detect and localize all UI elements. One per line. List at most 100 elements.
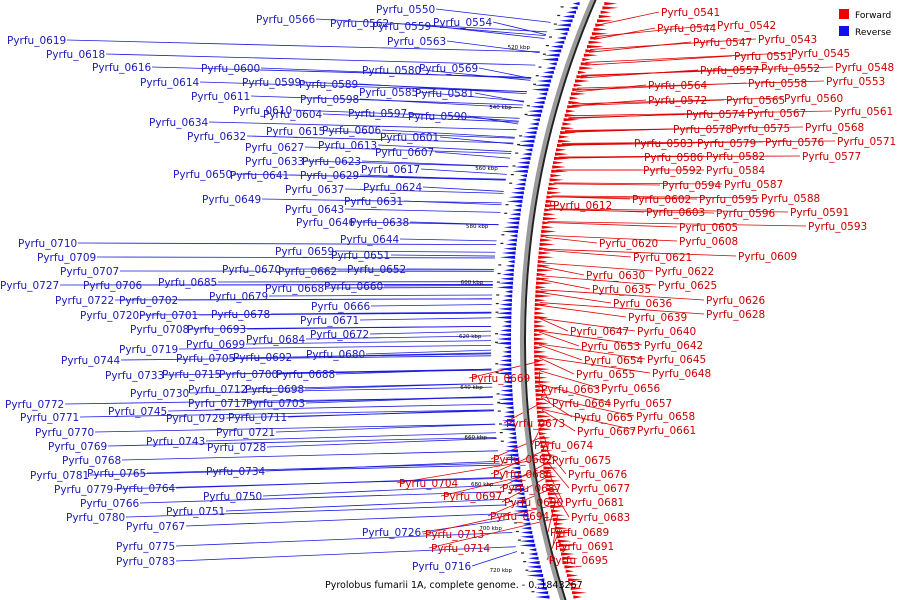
reverse-gene-label[interactable]: Pyrfu_0781 — [30, 470, 89, 482]
reverse-gene-label[interactable]: Pyrfu_0710 — [18, 238, 77, 250]
reverse-gene-label[interactable]: Pyrfu_0604 — [263, 109, 323, 121]
reverse-gene-label[interactable]: Pyrfu_0771 — [20, 412, 79, 424]
reverse-gene-label[interactable]: Pyrfu_0631 — [344, 196, 403, 208]
forward-gene-label[interactable]: Pyrfu_0630 — [586, 270, 645, 282]
forward-gene-label[interactable]: Pyrfu_0571 — [837, 136, 896, 148]
reverse-gene-label[interactable]: Pyrfu_0679 — [209, 291, 268, 303]
reverse-gene-label[interactable]: Pyrfu_0719 — [119, 344, 178, 356]
forward-gene-label[interactable]: Pyrfu_0687 — [502, 483, 561, 495]
reverse-gene-label[interactable]: Pyrfu_0610 — [233, 105, 292, 117]
forward-gene-label[interactable]: Pyrfu_0548 — [835, 62, 894, 74]
reverse-gene-label[interactable]: Pyrfu_0562 — [330, 18, 389, 30]
reverse-gene-label[interactable]: Pyrfu_0607 — [375, 147, 434, 159]
reverse-gene-label[interactable]: Pyrfu_0590 — [408, 111, 467, 123]
forward-gene-label[interactable]: Pyrfu_0645 — [647, 354, 706, 366]
reverse-gene-label[interactable]: Pyrfu_0550 — [376, 4, 435, 16]
reverse-gene-label[interactable]: Pyrfu_0712 — [188, 384, 247, 396]
forward-gene-label[interactable]: Pyrfu_0622 — [655, 266, 714, 278]
reverse-gene-label[interactable]: Pyrfu_0765 — [87, 468, 146, 480]
forward-gene-label[interactable]: Pyrfu_0596 — [716, 208, 776, 220]
forward-gene-label[interactable]: Pyrfu_0681 — [565, 497, 624, 509]
reverse-gene-label[interactable]: Pyrfu_0585 — [359, 87, 418, 99]
forward-gene-label[interactable]: Pyrfu_0639 — [628, 312, 687, 324]
reverse-gene-label[interactable]: Pyrfu_0705 — [176, 353, 235, 365]
reverse-gene-labels[interactable]: Pyrfu_0550 Pyrfu_0566 Pyrfu_0562Pyrfu_0559… — [0, 4, 493, 573]
forward-gene-label[interactable]: Pyrfu_0694 — [490, 511, 550, 523]
reverse-gene-label[interactable]: Pyrfu_0707 — [60, 266, 119, 278]
reverse-gene-label[interactable]: Pyrfu_0597 — [348, 108, 407, 120]
forward-gene-label[interactable]: Pyrfu_0603 — [646, 207, 705, 219]
forward-gene-label[interactable]: Pyrfu_0655 — [576, 369, 635, 381]
forward-gene-label[interactable]: Pyrfu_0545 — [791, 48, 850, 60]
forward-gene-label[interactable]: Pyrfu_0586 — [644, 152, 704, 164]
forward-gene-label[interactable]: Pyrfu_0542 — [717, 20, 776, 32]
reverse-gene-label[interactable]: Pyrfu_0666 — [311, 301, 371, 313]
reverse-gene-label[interactable]: Pyrfu_0660 — [324, 281, 383, 293]
reverse-gene-label[interactable]: Pyrfu_0751 — [166, 506, 225, 518]
reverse-gene-label[interactable]: Pyrfu_0734 — [206, 466, 266, 478]
forward-gene-label[interactable]: Pyrfu_0588 — [761, 193, 820, 205]
reverse-gene-label[interactable]: Pyrfu_0580 — [362, 65, 421, 77]
forward-gene-label[interactable]: Pyrfu_0657 — [613, 398, 672, 410]
reverse-gene-label[interactable]: Pyrfu_0772 — [5, 399, 64, 411]
reverse-gene-label[interactable]: Pyrfu_0730 — [130, 388, 189, 400]
forward-gene-label[interactable]: Pyrfu_0682 — [493, 454, 552, 466]
forward-gene-label[interactable]: Pyrfu_0579 — [697, 138, 756, 150]
forward-gene-label[interactable]: Pyrfu_0661 — [637, 425, 696, 437]
reverse-gene-label[interactable]: Pyrfu_0764 — [116, 483, 176, 495]
forward-gene-label[interactable]: Pyrfu_0691 — [555, 541, 614, 553]
forward-gene-label[interactable]: Pyrfu_0582 — [706, 151, 765, 163]
reverse-gene-label[interactable]: Pyrfu_0638 — [350, 217, 409, 229]
forward-gene-label[interactable]: Pyrfu_0557 — [700, 65, 759, 77]
reverse-gene-label[interactable]: Pyrfu_0711 — [228, 412, 287, 424]
forward-gene-label[interactable]: Pyrfu_0628 — [706, 309, 765, 321]
reverse-gene-label[interactable]: Pyrfu_0699 — [186, 339, 245, 351]
reverse-gene-label[interactable]: Pyrfu_0563 — [387, 36, 446, 48]
forward-gene-label[interactable]: Pyrfu_0654 — [584, 355, 644, 367]
reverse-gene-label[interactable]: Pyrfu_0688 — [276, 369, 335, 381]
forward-gene-label[interactable]: Pyrfu_0697 — [443, 491, 502, 503]
reverse-gene-label[interactable]: Pyrfu_0606 — [322, 125, 382, 137]
forward-gene-label[interactable]: Pyrfu_0568 — [805, 122, 864, 134]
reverse-gene-label[interactable]: Pyrfu_0569 — [419, 63, 478, 75]
forward-gene-label[interactable]: Pyrfu_0583 — [634, 138, 693, 150]
reverse-gene-label[interactable]: Pyrfu_0717 — [188, 398, 247, 410]
reverse-gene-label[interactable]: Pyrfu_0613 — [318, 140, 377, 152]
reverse-gene-label[interactable]: Pyrfu_0600 — [201, 63, 260, 75]
forward-gene-label[interactable]: Pyrfu_0587 — [724, 179, 783, 191]
reverse-gene-label[interactable]: Pyrfu_0670 — [222, 264, 281, 276]
reverse-gene-label[interactable]: Pyrfu_0692 — [233, 352, 292, 364]
forward-gene-label[interactable]: Pyrfu_0690 — [504, 497, 563, 509]
reverse-gene-label[interactable]: Pyrfu_0644 — [340, 234, 400, 246]
forward-gene-label[interactable]: Pyrfu_0704 — [399, 478, 459, 490]
reverse-gene-label[interactable]: Pyrfu_0703 — [246, 398, 305, 410]
forward-gene-label[interactable]: Pyrfu_0543 — [758, 34, 817, 46]
reverse-gene-label[interactable]: Pyrfu_0693 — [187, 324, 246, 336]
forward-gene-label[interactable]: Pyrfu_0552 — [761, 63, 820, 75]
reverse-gene-label[interactable]: Pyrfu_0662 — [278, 266, 337, 278]
reverse-gene-label[interactable]: Pyrfu_0617 — [361, 164, 420, 176]
reverse-gene-label[interactable]: Pyrfu_0619 — [7, 35, 66, 47]
reverse-gene-label[interactable]: Pyrfu_0722 — [55, 295, 114, 307]
reverse-gene-label[interactable]: Pyrfu_0744 — [61, 355, 121, 367]
reverse-gene-label[interactable]: Pyrfu_0650 — [173, 169, 232, 181]
reverse-gene-label[interactable]: Pyrfu_0629 — [300, 170, 359, 182]
reverse-gene-label[interactable]: Pyrfu_0614 — [140, 77, 200, 89]
reverse-gene-label[interactable]: Pyrfu_0701 — [139, 310, 198, 322]
reverse-gene-label[interactable]: Pyrfu_0668 — [265, 283, 324, 295]
forward-gene-label[interactable]: Pyrfu_0636 — [613, 298, 673, 310]
reverse-gene-label[interactable]: Pyrfu_0632 — [187, 131, 246, 143]
forward-gene-label[interactable]: Pyrfu_0677 — [571, 483, 630, 495]
reverse-gene-label[interactable]: Pyrfu_0769 — [48, 441, 107, 453]
reverse-gene-label[interactable]: Pyrfu_0768 — [62, 455, 121, 467]
reverse-gene-label[interactable]: Pyrfu_0611 — [191, 91, 250, 103]
reverse-gene-label[interactable]: Pyrfu_0589 — [299, 79, 358, 91]
reverse-gene-label[interactable]: Pyrfu_0581 — [415, 88, 474, 100]
forward-gene-label[interactable]: Pyrfu_0648 — [652, 368, 711, 380]
forward-gene-label[interactable]: Pyrfu_0567 — [747, 108, 806, 120]
reverse-gene-label[interactable]: Pyrfu_0643 — [285, 204, 344, 216]
reverse-gene-label[interactable]: Pyrfu_0599 — [242, 77, 301, 89]
reverse-gene-label[interactable]: Pyrfu_0745 — [108, 406, 167, 418]
forward-gene-label[interactable]: Pyrfu_0669 — [471, 373, 530, 385]
reverse-gene-label[interactable]: Pyrfu_0615 — [266, 126, 325, 138]
